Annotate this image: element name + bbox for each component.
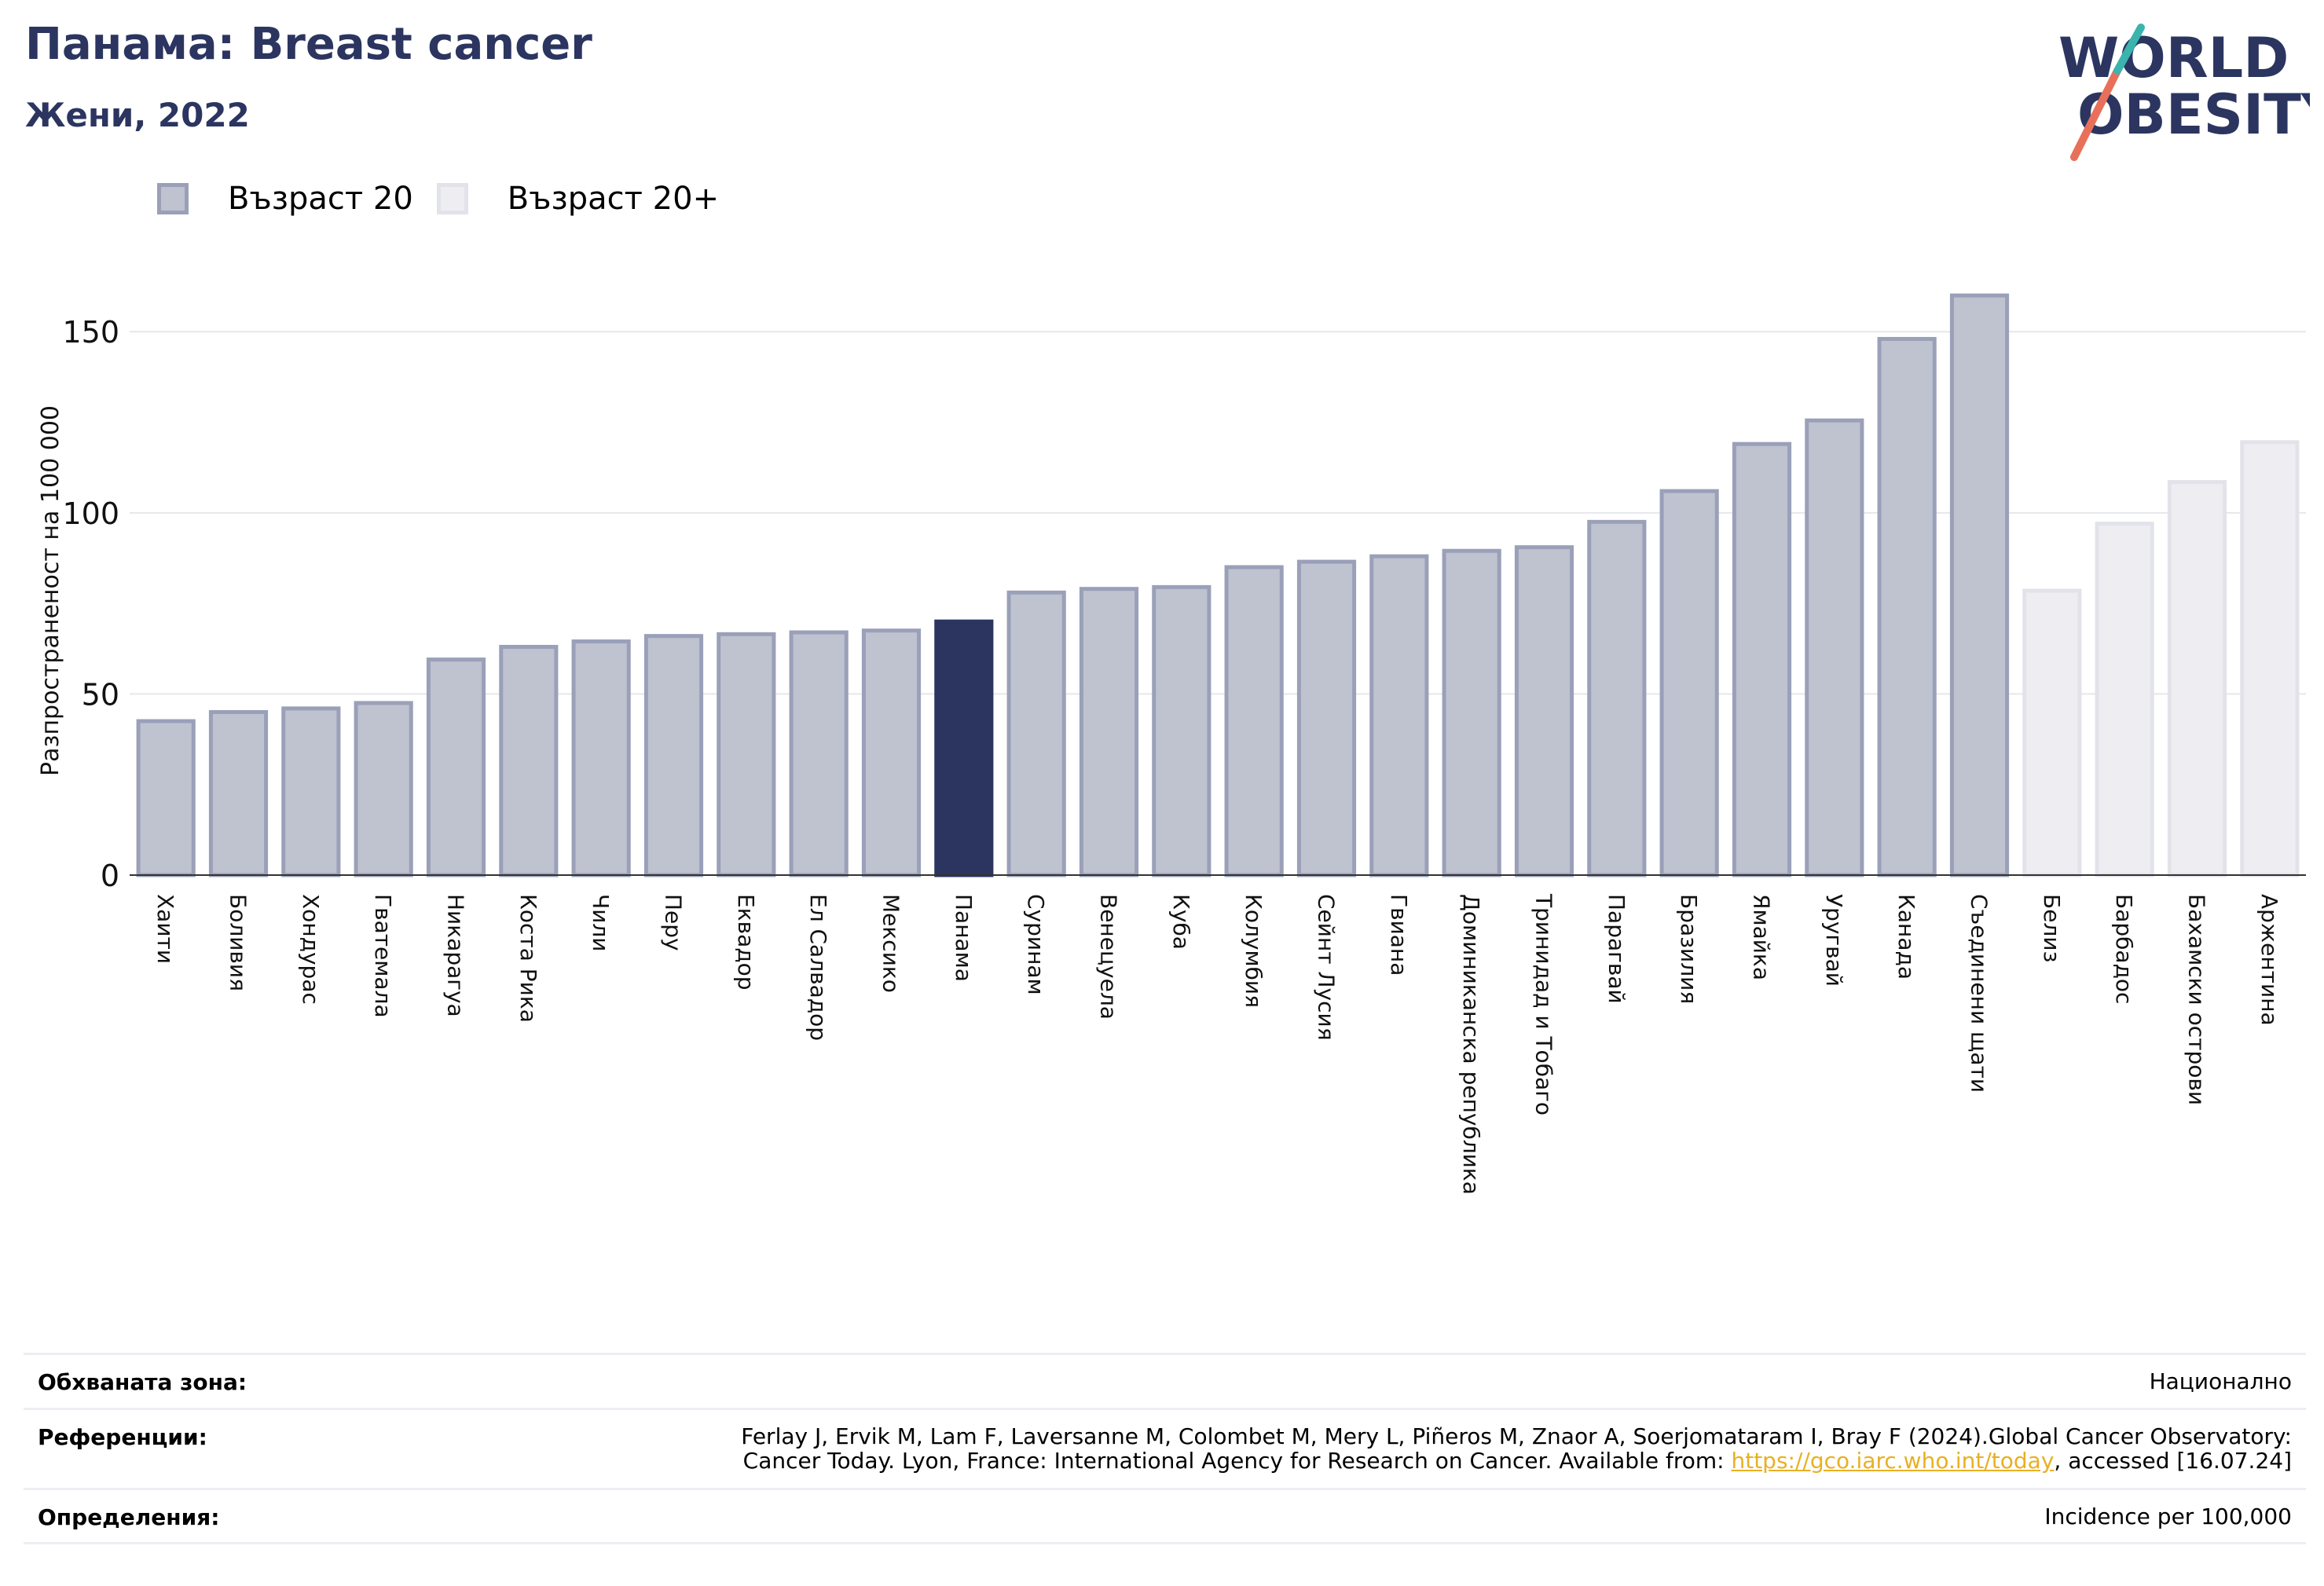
x-tick-label: Доминиканска република	[1458, 894, 1484, 1195]
x-tick-label: Мексико	[878, 894, 904, 993]
x-tick-label: Еквадор	[733, 894, 759, 991]
bar	[1369, 554, 1429, 877]
y-tick-label: 0	[101, 859, 119, 893]
reference-line1: Ferlay J, Ervik M, Lam F, Laversanne M, …	[741, 1423, 2292, 1449]
bar	[1006, 590, 1066, 877]
y-tick-label: 150	[62, 315, 119, 350]
area-value: Национално	[2149, 1368, 2292, 1394]
bar	[1442, 548, 1501, 877]
legend-item-age20[interactable]: Възраст 20	[157, 181, 413, 217]
y-tick-label: 100	[62, 496, 119, 531]
bar	[499, 644, 559, 877]
bar	[1152, 584, 1211, 877]
chart-title: Панама: Breast cancer	[25, 19, 592, 70]
x-tick-label: Чили	[588, 894, 614, 952]
references-value: Ferlay J, Ervik M, Lam F, Laversanne M, …	[741, 1424, 2292, 1488]
bar	[1296, 559, 1357, 877]
reference-line2-post: , accessed [16.07.24]	[2054, 1448, 2292, 1474]
x-tick-label: Съединени щати	[1967, 894, 1992, 1093]
logo-line2: OBESITY	[2077, 82, 2310, 147]
x-tick-label: Барбадос	[2111, 894, 2137, 1004]
footer-definitions-row: Определения: Incidence per 100,000	[24, 1488, 2306, 1544]
bar	[1805, 418, 1864, 877]
bar	[934, 619, 994, 877]
legend-item-age20plus[interactable]: Възраст 20+	[436, 181, 720, 217]
chart-legend: Възраст 20 Възраст 20+	[157, 181, 742, 217]
x-tick-label: Колумбия	[1241, 894, 1266, 1008]
bar	[426, 657, 486, 877]
x-tick-label: Коста Рика	[515, 894, 541, 1023]
bar	[2240, 440, 2300, 877]
bar	[643, 634, 704, 877]
x-tick-label: Аржентина	[2256, 894, 2282, 1026]
bar	[2022, 588, 2082, 877]
reference-link[interactable]: https://gco.iarc.who.int/today	[1731, 1448, 2055, 1474]
bar	[1732, 441, 1792, 877]
footer-area-row: Обхваната зона: Национално	[24, 1353, 2306, 1408]
legend-label-age20: Възраст 20	[228, 181, 413, 217]
bar	[1224, 565, 1284, 877]
bar	[789, 630, 849, 877]
x-tick-label: Парагвай	[1604, 894, 1629, 1004]
x-tick-label: Перу	[661, 894, 687, 951]
x-tick-label: Боливия	[225, 894, 251, 991]
footer-references-row: Референции: Ferlay J, Ervik M, Lam F, La…	[24, 1408, 2306, 1488]
world-obesity-logo: WORLD OBESITY	[2058, 24, 2310, 161]
bar	[1587, 519, 1647, 877]
x-tick-label: Никарагуа	[443, 894, 469, 1017]
y-tick-label: 50	[82, 677, 119, 712]
x-tick-label: Уругвай	[1821, 894, 1847, 987]
bar	[136, 719, 196, 877]
definitions-label: Определения:	[38, 1504, 220, 1530]
x-tick-label: Панама	[951, 894, 977, 982]
bar	[717, 632, 776, 877]
definitions-value: Incidence per 100,000	[2044, 1504, 2292, 1529]
x-tick-label: Куба	[1168, 894, 1194, 950]
y-axis-label: Разпространеност на 100 000	[37, 405, 64, 776]
legend-swatch-age20plus	[436, 183, 468, 214]
chart-footer: Обхваната зона: Национално Референции: F…	[24, 1353, 2306, 1544]
x-tick-label: Венецуела	[1096, 894, 1122, 1020]
bar	[354, 701, 413, 877]
bar	[1514, 545, 1574, 877]
bar	[208, 709, 269, 877]
bar	[1659, 489, 1719, 877]
bar	[1079, 587, 1139, 877]
x-tick-label: Хондурас	[298, 894, 324, 1005]
legend-label-age20plus: Възраст 20+	[507, 181, 720, 217]
bar	[861, 628, 922, 877]
x-tick-label: Гватемала	[370, 894, 396, 1018]
bar	[1877, 336, 1937, 877]
references-label: Референции:	[38, 1424, 207, 1450]
bar	[571, 639, 631, 877]
x-tick-label: Суринам	[1023, 894, 1049, 995]
x-tick-label: Ямайка	[1749, 894, 1775, 980]
x-tick-label: Бразилия	[1676, 894, 1702, 1004]
bar	[2167, 480, 2227, 877]
bar	[281, 706, 341, 877]
bar-chart: 0 50 100 150 Разпространеност на 100 000 Хаит…	[37, 293, 2306, 1195]
chart-subtitle: Жени, 2022	[25, 96, 250, 134]
x-tick-label: Гвиана	[1386, 894, 1412, 976]
area-label: Обхваната зона:	[38, 1369, 247, 1395]
bar	[1949, 293, 2010, 877]
bar	[2095, 522, 2154, 877]
x-tick-label: Сейнт Лусия	[1314, 894, 1340, 1041]
x-tick-label: Бахамски острови	[2184, 894, 2210, 1105]
reference-line2-pre: Cancer Today. Lyon, France: Internationa…	[742, 1448, 1732, 1474]
x-tick-label: Хаити	[152, 894, 178, 964]
x-tick-label: Канада	[1893, 894, 1919, 980]
logo-line1: WORLD	[2058, 26, 2289, 90]
x-tick-label: Ел Салвадор	[805, 894, 831, 1041]
x-tick-label: Белиз	[2039, 894, 2065, 962]
legend-swatch-age20	[157, 183, 189, 214]
x-tick-label: Тринидад и Тобаго	[1531, 893, 1557, 1115]
